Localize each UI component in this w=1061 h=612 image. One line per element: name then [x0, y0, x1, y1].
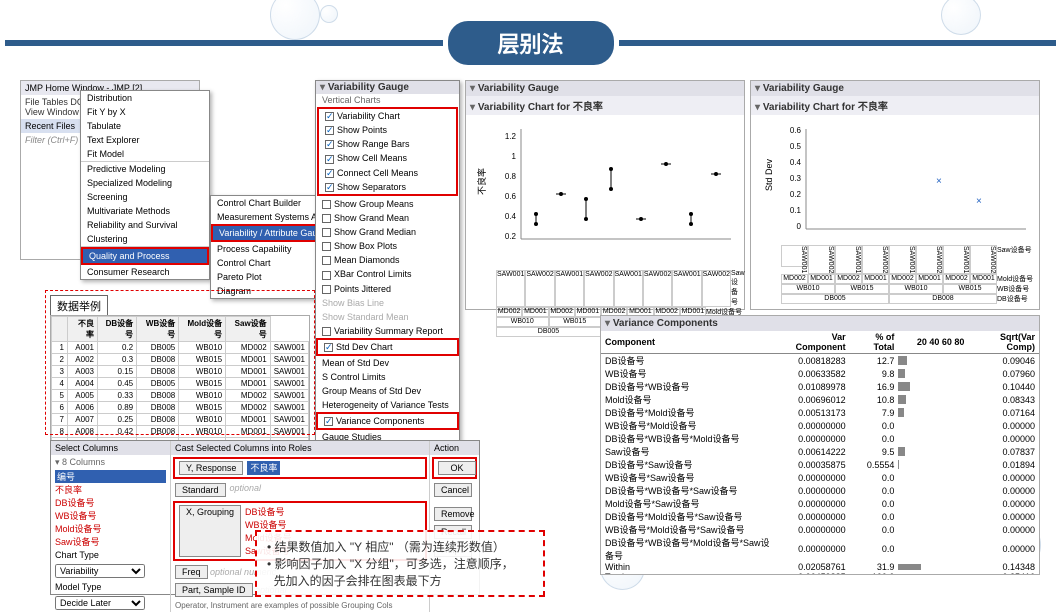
title-bar: 层别法 [0, 25, 1061, 61]
menu-distribution[interactable]: Distribution [81, 91, 209, 105]
svg-text:0.5: 0.5 [790, 142, 802, 151]
page-title: 层别法 [448, 21, 614, 65]
variance-components-panel: ▾ Variance Components ComponentVar Compo… [600, 315, 1040, 575]
menu-fityx[interactable]: Fit Y by X [81, 105, 209, 119]
svg-text:0.1: 0.1 [790, 206, 802, 215]
menu-clustering[interactable]: Clustering [81, 232, 209, 246]
opt-stddev-chart[interactable]: Std Dev Chart [316, 338, 459, 356]
menu-quality[interactable]: Quality and Process [81, 247, 209, 265]
svg-text:0.4: 0.4 [790, 158, 802, 167]
menu-textexplorer[interactable]: Text Explorer [81, 133, 209, 147]
menu-fitmodel[interactable]: Fit Model [81, 147, 209, 161]
y-response-btn[interactable]: Y, Response [179, 461, 243, 475]
svg-text:0.6: 0.6 [790, 126, 802, 135]
ok-button[interactable]: OK [438, 461, 476, 475]
svg-text:0.3: 0.3 [790, 174, 802, 183]
menu-consumer[interactable]: Consumer Research [81, 265, 209, 279]
menu-reliability[interactable]: Reliability and Survival [81, 218, 209, 232]
svg-text:0.2: 0.2 [790, 190, 802, 199]
menu-specialized[interactable]: Specialized Modeling [81, 176, 209, 190]
chart1-svg: 0.2 0.4 0.6 0.8 1 1.2 [496, 119, 736, 269]
svg-text:×: × [976, 196, 982, 207]
notes-box: • 结果数值加入 "Y 相应" （需为连续形数值） • 影响因子加入 "X 分组… [255, 530, 545, 597]
svg-text:1.2: 1.2 [505, 132, 517, 141]
analyze-menu[interactable]: Distribution Fit Y by X Tabulate Text Ex… [80, 90, 210, 280]
svg-text:×: × [936, 176, 942, 187]
variability-options-menu[interactable]: ▾ Variability Gauge Vertical Charts Vari… [315, 80, 460, 488]
menu-predictive[interactable]: Predictive Modeling [81, 162, 209, 176]
menu-multivariate[interactable]: Multivariate Methods [81, 204, 209, 218]
variability-chart-1: ▾ Variability Gauge ▾ Variability Chart … [465, 80, 745, 310]
svg-text:0.8: 0.8 [505, 172, 517, 181]
opt-variance-components[interactable]: Variance Components [316, 412, 459, 430]
svg-text:1: 1 [512, 152, 517, 161]
svg-text:0.4: 0.4 [505, 212, 517, 221]
svg-text:0.6: 0.6 [505, 192, 517, 201]
svg-text:0: 0 [797, 222, 802, 231]
svg-text:0.2: 0.2 [505, 232, 517, 241]
menu-tabulate[interactable]: Tabulate [81, 119, 209, 133]
chart2-svg: 0 0.1 0.2 0.3 0.4 0.5 0.6 × × [781, 119, 1031, 244]
variability-chart-2: ▾ Variability Gauge ▾ Variability Chart … [750, 80, 1040, 310]
menu-screening[interactable]: Screening [81, 190, 209, 204]
x-grouping-btn[interactable]: X, Grouping [179, 505, 241, 557]
